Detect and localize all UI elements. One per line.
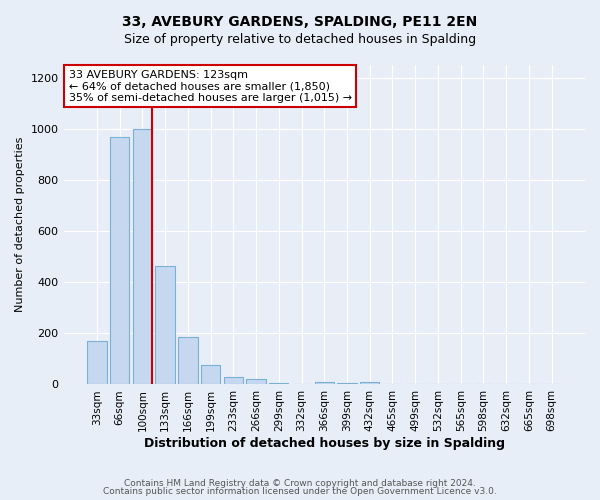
Bar xyxy=(178,337,197,384)
Bar xyxy=(224,377,243,384)
Y-axis label: Number of detached properties: Number of detached properties xyxy=(15,137,25,312)
Text: 33, AVEBURY GARDENS, SPALDING, PE11 2EN: 33, AVEBURY GARDENS, SPALDING, PE11 2EN xyxy=(122,15,478,29)
Bar xyxy=(133,129,152,384)
Bar xyxy=(269,383,289,384)
X-axis label: Distribution of detached houses by size in Spalding: Distribution of detached houses by size … xyxy=(144,437,505,450)
Bar xyxy=(110,136,130,384)
Bar xyxy=(337,383,356,384)
Bar xyxy=(201,366,220,384)
Text: Contains HM Land Registry data © Crown copyright and database right 2024.: Contains HM Land Registry data © Crown c… xyxy=(124,478,476,488)
Bar xyxy=(360,382,379,384)
Text: Size of property relative to detached houses in Spalding: Size of property relative to detached ho… xyxy=(124,32,476,46)
Bar xyxy=(247,380,266,384)
Text: Contains public sector information licensed under the Open Government Licence v3: Contains public sector information licen… xyxy=(103,487,497,496)
Bar xyxy=(87,341,107,384)
Bar xyxy=(155,266,175,384)
Bar xyxy=(314,382,334,384)
Text: 33 AVEBURY GARDENS: 123sqm
← 64% of detached houses are smaller (1,850)
35% of s: 33 AVEBURY GARDENS: 123sqm ← 64% of deta… xyxy=(69,70,352,103)
